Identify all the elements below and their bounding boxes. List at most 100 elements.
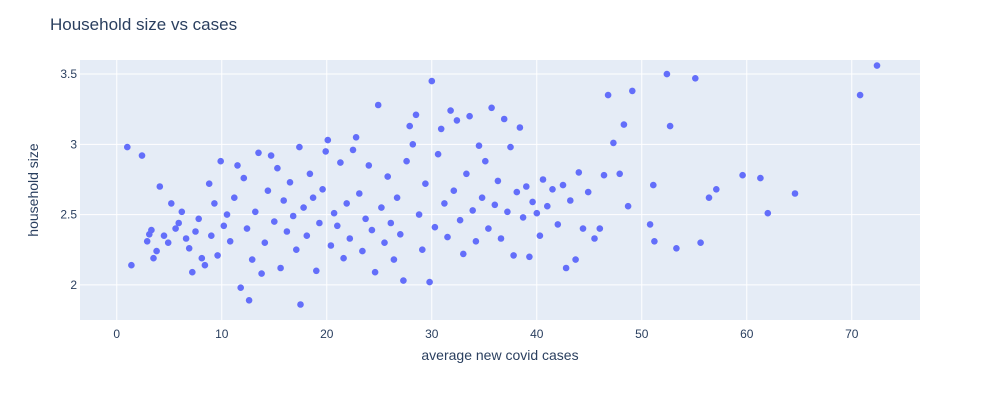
data-point[interactable] [544, 202, 551, 210]
data-point[interactable] [453, 117, 461, 124]
data-point[interactable] [211, 200, 218, 207]
data-point[interactable] [178, 208, 186, 216]
data-point[interactable] [397, 231, 404, 238]
data-point[interactable] [600, 171, 608, 179]
data-point[interactable] [500, 115, 508, 123]
data-point[interactable] [739, 171, 746, 179]
data-point[interactable] [482, 157, 489, 165]
data-point[interactable] [791, 190, 799, 197]
data-point[interactable] [412, 111, 420, 119]
data-point[interactable] [346, 235, 354, 242]
data-point[interactable] [450, 187, 458, 194]
data-point[interactable] [384, 173, 392, 180]
data-point[interactable] [403, 157, 410, 165]
data-point[interactable] [673, 245, 680, 252]
data-point[interactable] [444, 233, 451, 241]
data-point[interactable] [243, 225, 251, 232]
data-point[interactable] [554, 221, 562, 228]
data-point[interactable] [579, 225, 587, 232]
data-point[interactable] [873, 62, 881, 69]
data-point[interactable] [488, 104, 495, 112]
data-point[interactable] [629, 87, 636, 95]
data-point[interactable] [220, 222, 228, 230]
data-point[interactable] [390, 256, 398, 263]
data-point[interactable] [610, 139, 617, 147]
data-point[interactable] [713, 186, 720, 193]
data-point[interactable] [258, 270, 265, 277]
data-point[interactable] [764, 209, 772, 217]
data-point[interactable] [374, 101, 382, 109]
data-point[interactable] [381, 239, 388, 246]
data-point[interactable] [128, 261, 135, 269]
data-point[interactable] [205, 180, 213, 187]
data-point[interactable] [289, 212, 297, 220]
data-point[interactable] [319, 186, 326, 193]
data-point[interactable] [283, 228, 291, 235]
data-point[interactable] [575, 169, 583, 176]
data-point[interactable] [526, 253, 533, 261]
data-point[interactable] [650, 181, 657, 189]
data-point[interactable] [466, 112, 473, 120]
data-point[interactable] [277, 264, 284, 272]
data-point[interactable] [168, 200, 175, 207]
data-point[interactable] [334, 222, 341, 230]
data-point[interactable] [234, 162, 241, 169]
data-point[interactable] [368, 226, 376, 234]
data-point[interactable] [666, 122, 674, 130]
data-point[interactable] [261, 239, 269, 246]
data-point[interactable] [856, 91, 864, 99]
data-point[interactable] [371, 268, 379, 276]
data-point[interactable] [124, 143, 131, 151]
data-point[interactable] [428, 77, 436, 85]
data-point[interactable] [567, 197, 574, 204]
data-point[interactable] [148, 226, 155, 234]
data-point[interactable] [208, 232, 215, 239]
data-point[interactable] [362, 215, 369, 223]
data-point[interactable] [156, 183, 164, 190]
data-point[interactable] [293, 246, 300, 253]
data-point[interactable] [201, 261, 209, 269]
data-point[interactable] [409, 141, 417, 148]
data-point[interactable] [324, 136, 332, 144]
data-point[interactable] [182, 235, 190, 242]
data-point[interactable] [400, 277, 407, 284]
data-point[interactable] [572, 256, 579, 263]
data-point[interactable] [460, 250, 467, 258]
data-point[interactable] [510, 252, 517, 259]
data-point[interactable] [195, 215, 202, 223]
data-point[interactable] [192, 228, 199, 235]
data-point[interactable] [255, 149, 262, 157]
data-point[interactable] [359, 247, 366, 255]
data-point[interactable] [419, 246, 426, 253]
data-point[interactable] [663, 70, 671, 78]
data-point[interactable] [322, 148, 330, 155]
data-point[interactable] [271, 218, 278, 225]
data-point[interactable] [387, 219, 395, 227]
data-point[interactable] [296, 143, 303, 151]
data-point[interactable] [337, 159, 344, 166]
data-point[interactable] [223, 211, 231, 218]
data-point[interactable] [297, 301, 304, 308]
data-point[interactable] [472, 238, 480, 245]
data-point[interactable] [393, 194, 401, 201]
data-point[interactable] [705, 194, 713, 201]
data-point[interactable] [697, 239, 704, 246]
data-point[interactable] [352, 134, 360, 141]
data-point[interactable] [584, 188, 592, 196]
data-point[interactable] [248, 256, 256, 263]
data-point[interactable] [604, 91, 612, 99]
data-point[interactable] [415, 211, 423, 218]
data-point[interactable] [437, 125, 445, 133]
data-point[interactable] [533, 209, 541, 217]
data-point[interactable] [523, 183, 530, 190]
data-point[interactable] [313, 267, 320, 275]
data-point[interactable] [406, 122, 414, 130]
data-point[interactable] [757, 174, 764, 182]
data-point[interactable] [150, 254, 157, 262]
data-point[interactable] [559, 181, 567, 189]
data-point[interactable] [616, 170, 623, 178]
data-point[interactable] [516, 124, 524, 131]
data-point[interactable] [264, 187, 272, 194]
data-point[interactable] [485, 225, 492, 232]
data-point[interactable] [327, 242, 335, 249]
